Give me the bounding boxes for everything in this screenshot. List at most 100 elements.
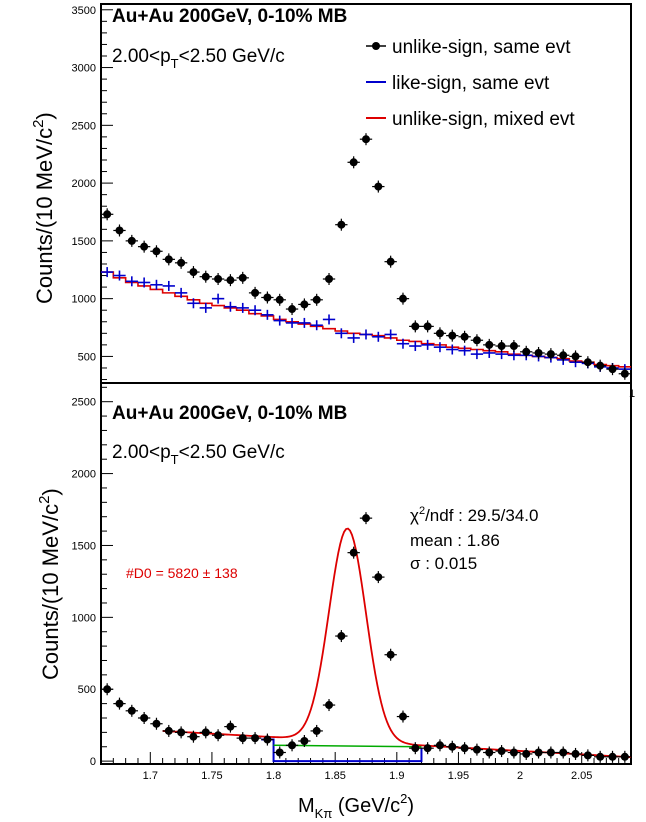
bottom-data-point — [433, 739, 447, 752]
bottom-y-tick-label: 2000 — [72, 469, 96, 481]
unlike-sign-point — [137, 240, 151, 253]
bottom-point-marker — [596, 752, 605, 761]
unlike-sign-marker — [583, 358, 592, 367]
bottom-x-tick-label: 1.8 — [266, 770, 281, 782]
bottom-point-marker — [177, 728, 186, 737]
bottom-data-point — [101, 683, 114, 696]
bottom-point-marker — [238, 734, 247, 743]
like-sign-bin — [310, 320, 323, 331]
bottom-point-marker — [201, 728, 210, 737]
bottom-x-tick-label: 1.95 — [448, 770, 469, 782]
like-sign-bin — [433, 342, 447, 353]
bottom-data-point — [174, 726, 188, 739]
bottom-point-marker — [534, 748, 543, 757]
bottom-data-point — [298, 734, 311, 747]
like-sign-bin — [359, 329, 373, 340]
unlike-sign-marker — [460, 332, 469, 341]
bottom-data-point — [372, 571, 385, 584]
bottom-point-marker — [386, 650, 395, 659]
fit-stat-mean: mean : 1.86 — [410, 531, 500, 550]
bottom-point-marker — [164, 726, 173, 735]
like-sign-bin — [224, 301, 237, 312]
bottom-data-point — [569, 747, 582, 760]
bottom-data-point — [224, 720, 237, 733]
unlike-sign-point — [470, 334, 484, 347]
bottom-data-point — [384, 648, 397, 661]
bottom-data-point — [162, 724, 175, 737]
bottom-point-marker — [362, 514, 370, 523]
bottom-point-marker — [300, 736, 309, 745]
unlike-sign-marker — [423, 322, 432, 331]
bottom-title: Au+Au 200GeV, 0-10% MB — [112, 403, 347, 424]
bottom-point-marker — [140, 713, 149, 722]
bottom-point-marker — [448, 742, 457, 751]
bottom-data-point — [606, 750, 619, 763]
bottom-point-marker — [115, 699, 124, 708]
like-sign-bin — [396, 338, 410, 349]
unlike-sign-point — [285, 303, 299, 316]
top-y-tick-label: 1500 — [72, 236, 96, 248]
like-sign-bin — [261, 309, 274, 320]
top-y-axis: 500 1000 1500 2000 2500 3000 3500 — [72, 5, 113, 381]
unlike-sign-marker — [300, 300, 309, 309]
unlike-sign-marker — [238, 273, 247, 282]
like-sign-bin — [470, 349, 484, 360]
unlike-sign-marker — [263, 293, 272, 302]
bottom-data-point — [618, 750, 631, 763]
bottom-point-marker — [288, 741, 297, 750]
unlike-sign-marker — [497, 342, 506, 351]
unlike-sign-point — [150, 245, 163, 258]
unlike-sign-marker — [559, 351, 568, 360]
unlike-sign-point — [544, 348, 558, 361]
like-sign-bin — [421, 339, 434, 350]
unlike-sign-point — [409, 320, 422, 333]
like-sign-bin — [372, 331, 385, 342]
top-y-tick-label: 2500 — [72, 120, 96, 132]
bottom-y-tick-label: 1000 — [72, 612, 96, 624]
bottom-data-point — [125, 704, 138, 717]
bottom-point-marker — [251, 734, 260, 743]
unlike-sign-point — [372, 180, 385, 193]
unlike-sign-marker — [608, 365, 617, 374]
top-unlike-sign-points — [101, 133, 631, 380]
unlike-sign-point — [261, 291, 274, 304]
unlike-sign-point — [594, 359, 607, 372]
like-sign-bin — [199, 302, 212, 313]
bottom-point-marker — [571, 749, 580, 758]
bottom-data-point — [557, 746, 570, 759]
unlike-sign-marker — [177, 258, 186, 267]
unlike-sign-point — [322, 273, 336, 286]
bottom-data-point — [273, 746, 286, 759]
bottom-point-marker — [522, 749, 531, 758]
bottom-point-marker — [312, 726, 321, 735]
like-sign-bin — [113, 270, 126, 281]
unlike-sign-point — [446, 329, 459, 342]
top-panel: 500 1000 1500 2000 2500 3000 3500 Au+Au 200GeV… — [30, 3, 635, 400]
unlike-sign-marker — [115, 226, 124, 235]
bottom-point-marker — [620, 752, 629, 761]
top-y-tick-label: 500 — [78, 351, 96, 363]
bottom-frame — [100, 382, 632, 765]
unlike-sign-marker — [472, 336, 481, 345]
unlike-sign-point — [174, 256, 188, 269]
unlike-sign-marker — [620, 369, 629, 378]
bottom-data-point — [495, 745, 508, 758]
bottom-data-point — [359, 512, 373, 525]
like-sign-bin — [285, 317, 299, 328]
bottom-data-point — [261, 733, 274, 746]
unlike-sign-point — [187, 266, 200, 279]
like-sign-bin — [273, 315, 286, 326]
fit-stats-box: χ2/ndf : 29.5/34.0 mean : 1.86 σ : 0.015 — [410, 505, 538, 573]
bottom-y-axis: 0 500 1000 1500 2000 2500 — [72, 386, 113, 768]
bottom-data-point — [199, 726, 212, 739]
top-y-tick-label: 3500 — [72, 5, 96, 17]
bottom-point-marker — [374, 573, 383, 582]
bottom-point-marker — [435, 741, 444, 750]
bottom-point-marker — [214, 731, 223, 740]
bottom-data-point — [470, 743, 484, 756]
unlike-sign-marker — [152, 247, 161, 256]
unlike-sign-point — [557, 349, 570, 362]
like-sign-bin — [298, 317, 311, 328]
top-y-tick-label: 2000 — [72, 178, 96, 190]
